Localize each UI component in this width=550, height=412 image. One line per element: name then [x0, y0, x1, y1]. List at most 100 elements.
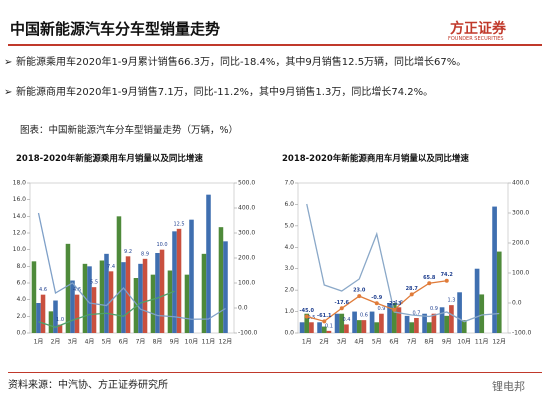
data-label: -61.1 — [317, 313, 332, 319]
chart: 0.0 1.0 2.0 3.0 4.0 5.0 6.0 7.0 -100.0 0.0 100.0 20… — [284, 180, 531, 346]
bar — [104, 253, 109, 333]
bar — [172, 231, 177, 333]
line-point — [427, 281, 432, 286]
bar — [352, 311, 357, 333]
y2-tick-label: 300.0 — [512, 210, 529, 217]
bar — [223, 241, 228, 333]
data-label: 0.9 — [377, 306, 385, 312]
bar — [387, 303, 392, 333]
data-label: 28.7 — [406, 286, 419, 292]
x-tick-label: 1月 — [302, 339, 312, 346]
y2-tick-label: 200.0 — [238, 255, 255, 262]
bar — [40, 294, 46, 333]
data-label: 0.4 — [342, 317, 350, 323]
bar — [70, 280, 75, 333]
line — [37, 212, 226, 320]
bar — [57, 324, 63, 333]
bar — [31, 261, 37, 333]
bar — [474, 268, 480, 333]
x-tick-label: 3月 — [337, 339, 347, 346]
data-label: 0.6 — [360, 313, 368, 319]
y-tick-label: 4.0 — [16, 296, 26, 303]
bar — [299, 322, 305, 333]
x-tick-label: 5月 — [372, 339, 382, 346]
y-tick-label: 16.0 — [13, 196, 27, 203]
y2-tick-label: 400.0 — [238, 205, 255, 212]
bar — [74, 294, 80, 333]
data-label: 65.8 — [423, 275, 436, 281]
bar — [426, 322, 432, 333]
x-tick-label: 6月 — [119, 339, 129, 346]
data-label: -22.3 — [387, 301, 402, 307]
x-tick-label: 6月 — [389, 339, 399, 346]
bar — [150, 274, 156, 333]
bar — [379, 313, 384, 333]
y2-tick-label: 100.0 — [512, 270, 529, 277]
data-label: 0.9 — [430, 306, 438, 312]
data-label: 10.0 — [156, 242, 167, 248]
bar — [87, 266, 92, 333]
x-tick-label: 7月 — [136, 339, 146, 346]
bar — [65, 243, 71, 333]
data-label: 1.3 — [447, 298, 455, 304]
data-label: 74.2 — [441, 272, 454, 278]
y2-tick-label: 200.0 — [512, 240, 529, 247]
bar — [53, 300, 58, 333]
y2-tick-label: 300.0 — [238, 230, 255, 237]
x-tick-label: 11月 — [202, 339, 216, 346]
bar — [206, 194, 211, 333]
bar — [167, 270, 173, 333]
title-rule — [8, 44, 542, 46]
bar — [189, 219, 194, 333]
bar — [404, 315, 410, 333]
bar — [391, 303, 397, 333]
bar — [201, 253, 207, 333]
bar — [317, 322, 322, 333]
data-label: 9.2 — [124, 249, 132, 255]
bar — [108, 271, 114, 333]
bullet: ➢ 新能源乘用车2020年1-9月累计销售66.3万，同比-18.4%，其中9月销… — [4, 57, 467, 68]
x-tick-label: 9月 — [170, 339, 180, 346]
y2-tick-label: 0.0 — [238, 305, 248, 312]
y-tick-label: 3.0 — [284, 265, 294, 272]
chart: 0.0 2.0 4.0 6.0 8.0 10.0 12.0 14.0 16.0 18.0 -100.… — [13, 180, 258, 346]
x-tick-label: 1月 — [34, 339, 44, 346]
bar — [444, 315, 450, 333]
bar — [479, 294, 485, 333]
data-label: 7.4 — [107, 264, 115, 270]
bar — [496, 251, 502, 333]
x-tick-label: 2月 — [319, 339, 329, 346]
bar — [344, 324, 349, 333]
caption: 图表：中国新能源汽车分车型销量走势（万辆，%） — [20, 125, 239, 136]
x-tick-label: 9月 — [442, 339, 452, 346]
bullet-text: 新能源乘用车2020年1-9月累计销售66.3万，同比-18.4%，其中9月销售… — [16, 57, 467, 68]
bar — [457, 292, 462, 333]
x-tick-label: 12月 — [219, 339, 233, 346]
bar — [48, 311, 54, 333]
bar — [414, 318, 419, 333]
y-tick-label: 0.0 — [16, 330, 26, 337]
bar — [91, 287, 97, 333]
bar — [422, 313, 427, 333]
logo-sub: FOUNDER SECURITIES — [448, 36, 504, 42]
x-tick-label: 8月 — [424, 339, 434, 346]
bar — [155, 253, 160, 333]
bar — [492, 206, 497, 333]
bullet: ➢ 新能源商用车2020年1-9月销售7.1万，同比-11.2%，其中9月销售1.… — [4, 87, 434, 98]
line-point — [304, 314, 309, 319]
y-tick-label: 5.0 — [284, 222, 294, 229]
y-tick-label: 12.0 — [13, 230, 27, 237]
bar — [36, 303, 41, 333]
y-tick-label: 18.0 — [13, 180, 27, 187]
bar — [339, 313, 345, 333]
bar — [304, 313, 310, 333]
y-tick-label: 2.0 — [16, 313, 26, 320]
data-label: 1.2 — [395, 300, 403, 306]
y-tick-label: 6.0 — [16, 280, 26, 287]
bar — [321, 326, 327, 333]
bar — [218, 227, 224, 333]
y-tick-label: 4.0 — [284, 244, 294, 251]
line-point — [374, 301, 379, 306]
bar — [356, 320, 362, 333]
